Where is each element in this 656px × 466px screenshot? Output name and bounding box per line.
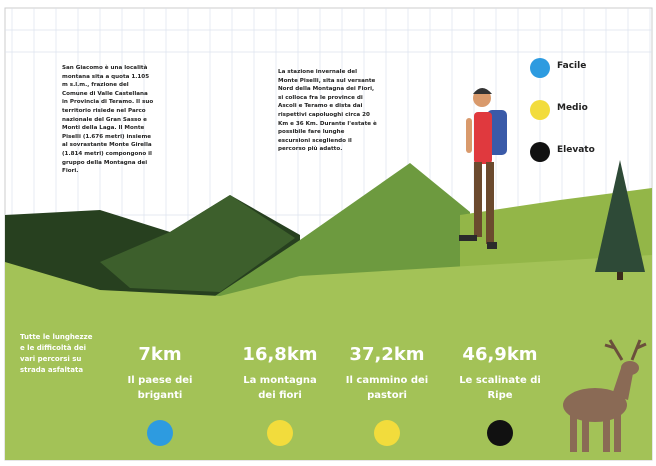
legend-label: Medio [557,103,588,113]
route-name: Il paese dei briganti [115,373,205,403]
difficulty-dot [530,58,550,78]
legend-label: Elevato [557,145,595,155]
route-distance: 37,2km [327,344,447,365]
legend-label: Facile [557,61,586,71]
difficulty-dot [374,420,400,446]
brochure: San Giacomo è una località montana sita … [0,0,656,466]
route-name: Il cammino dei pastori [342,373,432,403]
route-distance: 46,9km [440,344,560,365]
route-name: La montagna dei fiori [235,373,325,403]
difficulty-dot [530,100,550,120]
difficulty-dot [530,142,550,162]
difficulty-dot [487,420,513,446]
difficulty-dot [267,420,293,446]
route-distance: 7km [100,344,220,365]
difficulty-dot [147,420,173,446]
intro-text: La stazione invernale del Monte Piselli,… [278,68,378,154]
route-name: Le scalinate di Ripe [455,373,545,403]
note: Tutte le lunghezze e le difficoltà dei v… [20,332,98,376]
intro-text: San Giacomo è una località montana sita … [62,64,154,176]
route-distance: 16,8km [220,344,340,365]
